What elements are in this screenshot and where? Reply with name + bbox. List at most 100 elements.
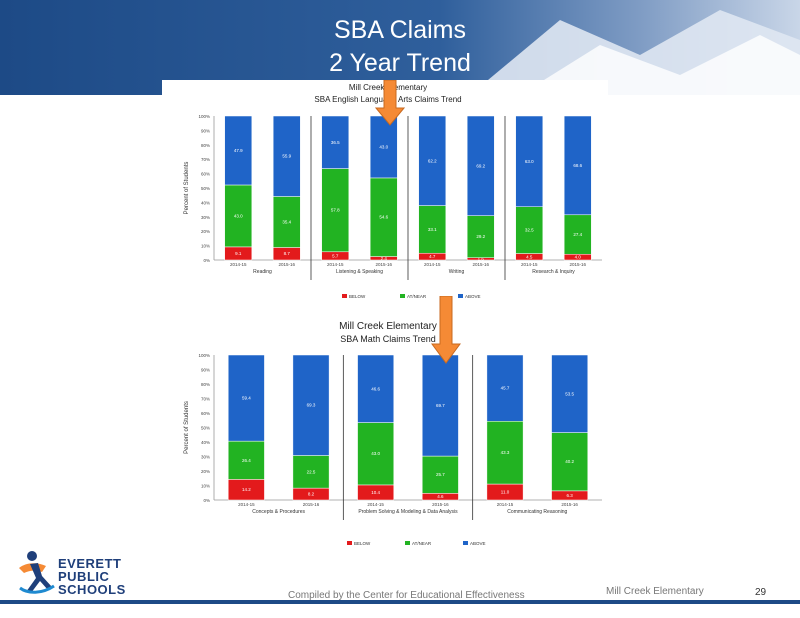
data-label: 45.7 (501, 386, 510, 391)
y-axis-label: Percent of Students (184, 162, 190, 215)
data-label: 4.0 (575, 255, 582, 260)
x-tick-label: 2014-15 (497, 502, 514, 507)
data-label: 4.6 (437, 494, 444, 499)
y-axis-label: Percent of Students (184, 401, 190, 454)
x-tick-label: 2014-15 (230, 262, 247, 267)
bar-segment-above (551, 354, 589, 433)
y-tick-label: 90% (201, 128, 210, 133)
data-label: 53.5 (565, 391, 574, 396)
legend-swatch (347, 541, 352, 545)
y-tick-label: 50% (201, 426, 210, 431)
data-label: 69.3 (307, 403, 316, 408)
data-label: 33.1 (428, 227, 437, 232)
district-logo-icon (19, 551, 55, 594)
data-label: 47.9 (234, 148, 243, 153)
legend-swatch (463, 541, 468, 545)
group-label: Listening & Speaking (336, 269, 383, 275)
math-claims-chart: Mill Creek Elementary SBA Math Claims Tre… (162, 318, 608, 554)
slide-title: SBA Claims (334, 16, 466, 44)
legend-label: ABOVE (470, 541, 486, 546)
data-label: 29.2 (476, 234, 485, 239)
data-label: 9.1 (235, 251, 242, 256)
bar-segment-above (272, 115, 301, 197)
legend-label: AT/NEAR (407, 294, 427, 299)
legend-swatch (342, 294, 347, 298)
y-tick-label: 50% (201, 186, 210, 191)
data-label: 43.3 (501, 450, 510, 455)
bar-segment-above (357, 354, 395, 423)
x-tick-label: 2015-16 (561, 502, 578, 507)
chart-subtitle: SBA Math Claims Trend (340, 334, 436, 344)
data-label: 59.4 (242, 396, 251, 401)
legend-swatch (400, 294, 405, 298)
data-label: 69.2 (476, 163, 485, 168)
data-label: 8.2 (308, 492, 315, 497)
y-tick-label: 0% (203, 498, 210, 503)
bar-segment-above (224, 115, 253, 186)
bar-segment-above (466, 115, 495, 216)
bar-segment-atnear (551, 432, 589, 492)
data-label: 69.7 (436, 403, 445, 408)
x-tick-label: 2015-16 (278, 262, 295, 267)
bar-segment-atnear (563, 214, 592, 255)
legend-swatch (458, 294, 463, 298)
data-label: 63.0 (525, 159, 534, 164)
group-label: Problem Solving & Modeling & Data Analys… (358, 509, 458, 515)
data-label: 32.5 (525, 228, 534, 233)
data-label: 8.7 (284, 251, 291, 256)
bar-segment-atnear (515, 206, 544, 254)
data-label: 22.5 (307, 469, 316, 474)
y-tick-label: 70% (201, 157, 210, 162)
y-tick-label: 30% (201, 455, 210, 460)
bar-segment-above (563, 115, 592, 216)
data-label: 62.2 (428, 158, 437, 163)
y-tick-label: 40% (201, 200, 210, 205)
legend-label: AT/NEAR (412, 541, 432, 546)
bar-segment-above (227, 354, 265, 442)
group-label: Reading (253, 269, 272, 275)
legend-label: BELOW (349, 294, 366, 299)
data-label: 57.8 (331, 208, 340, 213)
data-label: 40.2 (565, 459, 574, 464)
data-label: 43.0 (379, 144, 388, 149)
y-tick-label: 100% (198, 114, 210, 119)
data-label: 5.7 (332, 253, 339, 258)
bar-segment-atnear (418, 205, 447, 254)
group-label: Research & Inquiry (532, 269, 575, 275)
bar-segment-above (418, 115, 447, 206)
x-tick-label: 2014-15 (327, 262, 344, 267)
bar-segment-atnear (369, 177, 398, 257)
bar-segment-atnear (224, 184, 253, 248)
logo-text-public: PUBLIC (58, 569, 110, 584)
bar-segment-atnear (292, 455, 330, 489)
page-number: 29 (755, 587, 767, 598)
data-label: 14.2 (242, 487, 251, 492)
bar-segment-above (421, 354, 459, 457)
slide-subtitle: 2 Year Trend (329, 49, 471, 77)
data-label: 10.4 (371, 490, 380, 495)
group-label: Communicating Reasoning (507, 509, 567, 515)
data-label: 2.4 (381, 256, 388, 261)
data-label: 55.9 (282, 154, 291, 159)
group-label: Concepts & Procedures (252, 509, 305, 515)
data-label: 46.6 (371, 386, 380, 391)
data-label: 4.5 (526, 254, 533, 259)
bar-segment-above (515, 115, 544, 207)
x-tick-label: 2015-16 (569, 262, 586, 267)
data-label: 4.7 (429, 254, 436, 259)
data-label: 27.4 (573, 232, 582, 237)
bar-segment-atnear (466, 215, 495, 258)
bar-segment-atnear (272, 196, 301, 248)
y-tick-label: 10% (201, 244, 210, 249)
bar-segment-above (292, 354, 330, 456)
y-tick-label: 60% (201, 172, 210, 177)
data-label: 6.3 (567, 493, 574, 498)
bar-segment-atnear (321, 168, 350, 253)
math-chart-svg: Mill Creek Elementary SBA Math Claims Tre… (184, 321, 602, 546)
x-tick-label: 2014-15 (521, 262, 538, 267)
y-tick-label: 0% (203, 258, 210, 263)
y-tick-label: 80% (201, 382, 210, 387)
ela-claims-chart: Mill Creek Elementary SBA English Languag… (162, 80, 608, 312)
